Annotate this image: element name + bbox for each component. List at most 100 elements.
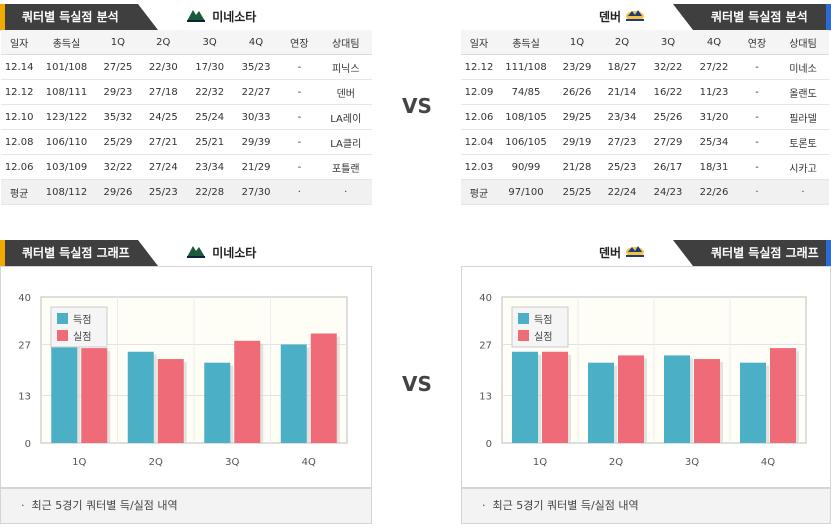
column-header: 상대팀: [777, 30, 829, 55]
table-cell: -: [737, 129, 777, 155]
denver-logo-icon: [625, 5, 645, 31]
table-cell: 24/25: [140, 104, 187, 130]
column-header: 일자: [461, 30, 497, 55]
table-cell: LA레이: [319, 104, 372, 130]
y-tick-label: 40: [18, 293, 31, 304]
table-cell: 31/20: [691, 104, 737, 130]
table-cell: 덴버: [319, 79, 372, 105]
table-cell: -: [279, 129, 320, 155]
table-cell: 22/30: [140, 54, 187, 80]
table-cell: LA클리: [319, 129, 372, 155]
table-cell: 27/23: [599, 129, 645, 155]
bar-2q-scored: [588, 362, 614, 443]
table-cell: 108/105: [497, 104, 555, 130]
table-cell: 18/27: [599, 54, 645, 80]
table-cell: 12.09: [461, 79, 497, 105]
table-cell: 12.04: [461, 129, 497, 155]
table-cell: 108/112: [37, 179, 96, 205]
column-header: 1Q: [95, 30, 141, 55]
column-header: 연장: [279, 30, 320, 55]
table-cell: 30/33: [232, 104, 280, 130]
table-cell: 16/22: [645, 79, 691, 105]
x-tick-label: 1Q: [533, 457, 547, 468]
table-cell: 25/25: [555, 179, 599, 205]
table-cell: -: [279, 79, 320, 105]
table-cell: ·: [319, 179, 372, 205]
tab-quarter-analysis-right: 쿼터별 득실점 분석: [673, 4, 831, 30]
table-cell: 27/29: [645, 129, 691, 155]
table-cell: 24/23: [645, 179, 691, 205]
table-cell: 29/25: [555, 104, 599, 130]
table-cell: 23/29: [555, 54, 599, 80]
table-cell: 27/18: [140, 79, 187, 105]
legend-swatch: [57, 330, 68, 341]
table-cell: 25/23: [599, 154, 645, 180]
x-tick-label: 3Q: [685, 457, 699, 468]
table-cell: 106/110: [37, 129, 96, 155]
average-row: 평균 108/112 29/26 25/23 22/28 27/30 · ·: [1, 179, 372, 205]
bar-3q-scored: [664, 355, 690, 443]
denver-logo-icon: [625, 241, 645, 267]
table-cell: 18/31: [691, 154, 737, 180]
bar-3q-scored: [204, 362, 231, 443]
table-cell: -: [279, 54, 320, 80]
table-cell: 22/24: [599, 179, 645, 205]
table-cell: 12.08: [1, 129, 38, 155]
x-tick-label: 3Q: [225, 457, 239, 468]
tab-quarter-graph-right: 쿼터별 득실점 그래프: [673, 240, 831, 266]
x-tick-label: 4Q: [302, 457, 316, 468]
legend-label: 득점: [534, 314, 552, 326]
y-tick-label: 0: [25, 439, 31, 450]
table-cell: 32/22: [645, 54, 691, 80]
vs-label: VS: [402, 94, 432, 118]
table-cell: 29/19: [555, 129, 599, 155]
legend-label: 실점: [534, 331, 552, 343]
chart-box-left: 0 13 27 40 1Q 2Q 3Q 4Q 득점 실점: [0, 266, 372, 488]
y-tick-label: 0: [486, 439, 492, 450]
table-cell: 12.06: [461, 104, 497, 130]
table-row: 12.14 101/108 27/25 22/30 17/30 35/23- 피닉스: [1, 54, 372, 80]
column-header: 3Q: [186, 30, 233, 55]
table-cell: ·: [777, 179, 829, 205]
column-header: 일자: [1, 30, 38, 55]
accent-bar: [826, 240, 831, 266]
table-cell: 29/26: [95, 179, 141, 205]
bar-3q-allowed: [234, 340, 261, 443]
bar-1q-allowed: [542, 351, 568, 443]
table-row: 12.09 74/85 26/26 21/14 16/22 11/23- 올랜도: [461, 79, 829, 105]
table-cell: 23/34: [186, 154, 233, 180]
quarter-table-left: 일자 총득실 1Q 2Q 3Q 4Q 연장 상대팀 12.14 101/108 27/25 22/30…: [1, 30, 372, 205]
table-cell: 시카고: [777, 154, 829, 180]
y-tick-label: 13: [18, 392, 31, 403]
column-header: 총득실: [497, 30, 555, 55]
minnesota-logo-icon: [187, 5, 205, 31]
table-cell: 27/30: [232, 179, 280, 205]
tab-title: 쿼터별 득실점 분석: [22, 10, 119, 24]
table-cell: 피닉스: [319, 54, 372, 80]
x-tick-label: 2Q: [609, 457, 623, 468]
bar-1q-scored: [51, 337, 78, 443]
x-tick-label: 4Q: [761, 457, 775, 468]
y-tick-label: 40: [479, 293, 492, 304]
table-cell: 12.03: [461, 154, 497, 180]
table-cell: 74/85: [497, 79, 555, 105]
table-cell: ·: [737, 179, 777, 205]
bar-4q-scored: [280, 344, 307, 443]
table-row: 12.10 123/122 35/32 24/25 25/24 30/33- LA레이: [1, 104, 372, 130]
table-cell: 29/23: [95, 79, 141, 105]
column-header: 4Q: [691, 30, 737, 55]
table-cell: 103/109: [37, 154, 96, 180]
chart-footnote-left: · 최근 5경기 쿼터별 득/실점 내역: [0, 488, 372, 524]
table-row: 12.12 111/108 23/29 18/27 32/22 27/22- 미네소: [461, 54, 829, 80]
table-row: 12.04 106/105 29/19 27/23 27/29 25/34- 토론토: [461, 129, 829, 155]
table-cell: 12.14: [1, 54, 38, 80]
bar-2q-allowed: [618, 355, 644, 443]
table-cell: 108/111: [37, 79, 96, 105]
table-cell: 26/17: [645, 154, 691, 180]
column-header: 상대팀: [319, 30, 372, 55]
bar-1q-allowed: [81, 348, 108, 443]
table-cell: 22/27: [232, 79, 280, 105]
table-cell: 35/23: [232, 54, 280, 80]
table-cell: 26/26: [555, 79, 599, 105]
